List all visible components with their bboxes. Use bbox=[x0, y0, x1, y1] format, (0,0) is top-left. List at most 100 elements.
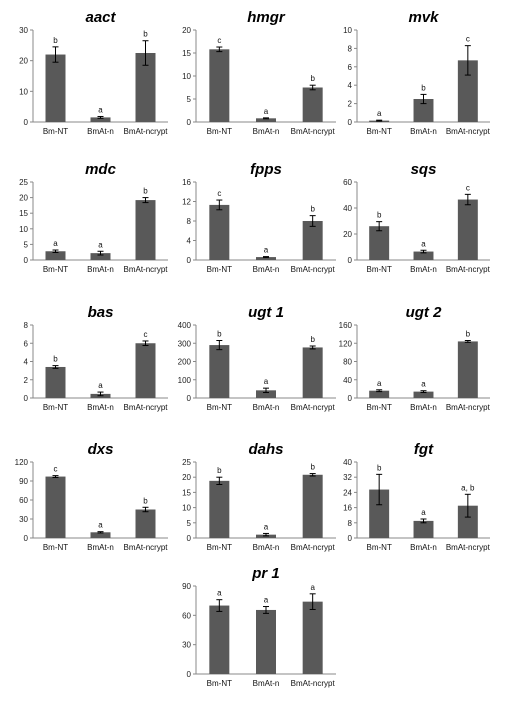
x-category-label: BmAt-n bbox=[87, 265, 114, 274]
bar-bm-nt bbox=[209, 49, 230, 122]
y-tick-label: 25 bbox=[182, 458, 191, 467]
y-tick-label: 2 bbox=[24, 376, 29, 385]
panel-title: pr 1 bbox=[251, 565, 280, 582]
significance-letter: a bbox=[264, 107, 269, 116]
bar-bmat-ncrypt bbox=[457, 60, 478, 122]
significance-letter: b bbox=[310, 205, 315, 214]
significance-letter: b bbox=[53, 36, 58, 45]
bar-bmat-n bbox=[413, 99, 434, 122]
x-category-label: BmAt-n bbox=[253, 543, 280, 552]
panel-title: hmgr bbox=[247, 9, 286, 26]
significance-letter: c bbox=[466, 183, 470, 192]
y-tick-label: 16 bbox=[343, 504, 352, 513]
y-tick-label: 2 bbox=[348, 100, 353, 109]
y-tick-label: 90 bbox=[19, 477, 28, 486]
y-tick-label: 4 bbox=[348, 81, 353, 90]
y-tick-label: 0 bbox=[24, 256, 29, 265]
significance-letter: b bbox=[217, 466, 222, 475]
y-tick-label: 10 bbox=[182, 504, 191, 513]
x-category-label: Bm-NT bbox=[367, 543, 392, 552]
y-tick-label: 40 bbox=[343, 376, 352, 385]
panel-title: fgt bbox=[414, 441, 434, 458]
y-tick-label: 4 bbox=[24, 358, 29, 367]
y-tick-label: 120 bbox=[15, 458, 29, 467]
panel-title: bas bbox=[88, 304, 114, 321]
panel-ugt-1: ugt 1 0 100 200 300 400 b Bm-NT a BmAt-n b BmAt-ncr… bbox=[178, 304, 336, 412]
bar-bm-nt bbox=[369, 390, 390, 398]
y-tick-label: 15 bbox=[182, 49, 191, 58]
bar-bmat-n bbox=[413, 251, 434, 260]
y-tick-label: 0 bbox=[24, 394, 29, 403]
significance-letter: b bbox=[143, 187, 148, 196]
y-tick-label: 0 bbox=[348, 534, 353, 543]
y-tick-label: 100 bbox=[178, 376, 192, 385]
x-category-label: BmAt-n bbox=[253, 403, 280, 412]
panel-ugt-2: ugt 2 0 40 80 120 160 a Bm-NT a BmAt-n b BmAt-ncryp… bbox=[339, 304, 491, 412]
bar-bmat-ncrypt bbox=[302, 474, 323, 538]
y-tick-label: 24 bbox=[343, 488, 352, 497]
y-tick-label: 0 bbox=[187, 256, 192, 265]
significance-letter: a bbox=[421, 508, 426, 517]
x-category-label: BmAt-n bbox=[253, 679, 280, 688]
y-tick-label: 30 bbox=[19, 26, 28, 35]
x-category-label: Bm-NT bbox=[207, 127, 232, 136]
y-tick-label: 8 bbox=[24, 321, 29, 330]
bar-bmat-n bbox=[413, 391, 434, 398]
significance-letter: a bbox=[264, 522, 269, 531]
x-category-label: Bm-NT bbox=[367, 127, 392, 136]
bar-bm-nt bbox=[45, 366, 66, 398]
significance-letter: a bbox=[377, 109, 382, 118]
y-tick-label: 80 bbox=[343, 358, 352, 367]
y-tick-label: 20 bbox=[182, 473, 191, 482]
x-category-label: Bm-NT bbox=[43, 403, 68, 412]
significance-letter: b bbox=[217, 330, 222, 339]
bar-bmat-ncrypt bbox=[135, 200, 156, 260]
y-tick-label: 0 bbox=[348, 256, 353, 265]
y-tick-label: 60 bbox=[343, 178, 352, 187]
x-category-label: Bm-NT bbox=[43, 265, 68, 274]
significance-letter: a bbox=[98, 381, 103, 390]
bar-bm-nt bbox=[369, 489, 390, 538]
significance-letter: a bbox=[264, 246, 269, 255]
y-tick-label: 60 bbox=[182, 611, 191, 620]
x-category-label: Bm-NT bbox=[207, 679, 232, 688]
panel-title: ugt 1 bbox=[248, 304, 284, 321]
bar-bmat-n bbox=[256, 257, 276, 260]
y-tick-label: 300 bbox=[178, 339, 192, 348]
x-category-label: BmAt-ncrypt bbox=[123, 403, 168, 412]
x-category-label: BmAt-ncrypt bbox=[291, 403, 336, 412]
panel-mvk: mvk 0 2 4 6 8 10 a Bm-NT b BmAt-n c BmAt-ncrypt bbox=[343, 9, 491, 136]
bar-bmat-ncrypt bbox=[457, 341, 478, 398]
y-tick-label: 8 bbox=[348, 44, 353, 53]
y-tick-label: 15 bbox=[19, 209, 28, 218]
bar-bm-nt bbox=[209, 345, 230, 398]
y-tick-label: 6 bbox=[348, 63, 353, 72]
y-tick-label: 5 bbox=[24, 240, 29, 249]
x-category-label: BmAt-ncrypt bbox=[291, 265, 336, 274]
significance-letter: a, b bbox=[461, 483, 475, 492]
panel-dxs: dxs 0 30 60 90 120 c Bm-NT a BmAt-n b BmAt-ncrypt bbox=[15, 441, 169, 552]
x-category-label: BmAt-n bbox=[410, 265, 437, 274]
panel-mdc: mdc 0 5 10 15 20 25 a Bm-NT a BmAt-n b BmAt-ncrypt bbox=[19, 161, 168, 274]
bar-bmat-ncrypt bbox=[302, 221, 323, 260]
panel-fgt: fgt 0 8 16 24 32 40 b Bm-NT a BmAt-n a, b BmAt-ncryp… bbox=[343, 441, 491, 552]
y-tick-label: 8 bbox=[187, 217, 192, 226]
bar-bmat-ncrypt bbox=[302, 601, 323, 674]
panel-sqs: sqs 0 20 40 60 b Bm-NT a BmAt-n c BmAt-ncrypt bbox=[343, 161, 491, 274]
significance-letter: b bbox=[466, 330, 471, 339]
panel-aact: aact 0 10 20 30 b Bm-NT a BmAt-n b BmAt-ncrypt bbox=[19, 9, 168, 136]
y-tick-label: 10 bbox=[182, 72, 191, 81]
significance-letter: b bbox=[421, 83, 426, 92]
x-category-label: BmAt-ncrypt bbox=[446, 403, 491, 412]
x-category-label: BmAt-ncrypt bbox=[291, 543, 336, 552]
bar-bmat-n bbox=[90, 117, 111, 122]
y-tick-label: 6 bbox=[24, 339, 29, 348]
x-category-label: BmAt-ncrypt bbox=[123, 127, 168, 136]
x-category-label: BmAt-ncrypt bbox=[446, 127, 491, 136]
panel-title: ugt 2 bbox=[406, 304, 442, 321]
y-tick-label: 160 bbox=[339, 321, 353, 330]
bar-bmat-n bbox=[90, 253, 111, 260]
significance-letter: b bbox=[143, 30, 148, 39]
x-category-label: Bm-NT bbox=[207, 265, 232, 274]
bar-bmat-ncrypt bbox=[457, 199, 478, 260]
